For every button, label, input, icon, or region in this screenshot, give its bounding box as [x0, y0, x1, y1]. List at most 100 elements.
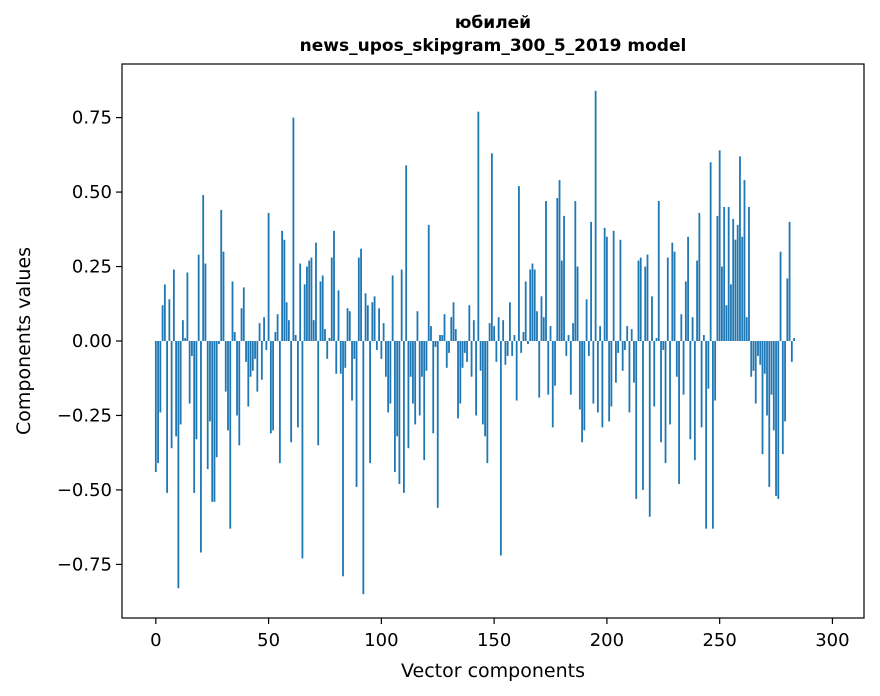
plot-frame [121, 63, 865, 619]
bar-29 [220, 209, 223, 341]
bar-78 [330, 257, 333, 341]
bar-162 [520, 341, 523, 353]
bar-210 [628, 341, 631, 413]
bar-222 [655, 338, 658, 341]
bar-183 [567, 335, 570, 341]
bar-2 [159, 341, 162, 413]
bar-169 [536, 311, 538, 341]
bar-142 [475, 341, 477, 416]
bar-134 [457, 341, 459, 419]
bar-245 [707, 341, 710, 389]
bar-181 [563, 215, 565, 341]
bar-21 [202, 195, 205, 341]
bar-185 [572, 323, 574, 341]
bar-135 [459, 341, 462, 404]
bar-249 [716, 215, 719, 341]
bar-146 [484, 341, 486, 437]
bar-124 [434, 341, 437, 347]
bar-215 [639, 257, 642, 341]
bar-248 [714, 341, 717, 401]
bar-62 [294, 335, 297, 341]
bar-31 [224, 341, 227, 392]
bar-173 [545, 201, 547, 341]
bar-272 [768, 341, 771, 487]
bar-282 [790, 341, 793, 362]
bar-178 [556, 198, 559, 341]
bar-15 [188, 341, 191, 404]
x-tick-label: 200 [590, 630, 624, 651]
bar-274 [772, 341, 775, 431]
bar-22 [204, 263, 207, 341]
bar-252 [723, 206, 726, 341]
bar-234 [682, 341, 685, 395]
bar-224 [660, 341, 662, 443]
bar-233 [680, 314, 683, 341]
bar-111 [405, 165, 408, 341]
bar-179 [558, 180, 561, 341]
x-axis-label: Vector components [401, 660, 585, 682]
bar-118 [421, 341, 423, 377]
bar-149 [490, 153, 493, 341]
bar-141 [472, 320, 475, 341]
bar-241 [698, 212, 701, 341]
bar-242 [700, 341, 703, 428]
y-tick-label: 0.50 [72, 182, 112, 203]
bar-268 [759, 341, 762, 365]
y-tick-label: 0.25 [72, 257, 112, 278]
bar-8 [172, 269, 175, 341]
bar-192 [587, 341, 590, 356]
bar-255 [730, 284, 732, 341]
bar-195 [594, 90, 597, 341]
bar-246 [709, 162, 712, 341]
bar-101 [382, 323, 385, 341]
bar-79 [333, 230, 335, 341]
bar-196 [596, 341, 599, 413]
bar-208 [624, 341, 626, 350]
bar-193 [590, 221, 592, 341]
bar-243 [702, 335, 705, 341]
bar-132 [452, 302, 455, 341]
x-tick-label: 150 [477, 630, 511, 651]
bar-106 [393, 341, 396, 473]
bar-92 [362, 341, 365, 595]
bar-240 [696, 260, 698, 341]
bar-39 [242, 287, 245, 341]
bar-258 [736, 224, 739, 341]
bar-265 [752, 341, 755, 371]
bar-239 [693, 341, 696, 461]
bar-102 [384, 341, 387, 377]
bar-103 [387, 341, 390, 413]
bar-199 [603, 227, 606, 341]
bar-139 [468, 305, 471, 341]
bar-89 [355, 341, 358, 487]
bar-254 [727, 206, 730, 341]
bar-76 [326, 341, 329, 359]
bar-205 [617, 341, 620, 353]
bar-226 [664, 341, 667, 464]
y-tick-label: −0.25 [57, 405, 112, 426]
bar-198 [601, 341, 604, 428]
bar-123 [432, 341, 435, 434]
bar-86 [348, 311, 351, 341]
bar-151 [495, 341, 498, 362]
bar-244 [705, 341, 708, 529]
bar-97 [373, 296, 376, 341]
bar-56 [281, 230, 284, 341]
bar-63 [297, 341, 299, 428]
bar-122 [430, 326, 432, 341]
bar-110 [403, 341, 405, 493]
bar-174 [547, 341, 550, 395]
bar-17 [193, 341, 196, 493]
bar-77 [328, 338, 331, 341]
y-tick-label: −0.50 [57, 480, 112, 501]
bar-60 [290, 341, 293, 443]
bar-96 [371, 302, 374, 341]
bar-70 [312, 320, 315, 341]
bar-277 [779, 251, 782, 341]
bar-148 [488, 323, 491, 341]
bar-94 [366, 305, 369, 341]
bar-6 [168, 299, 171, 341]
bar-270 [763, 341, 766, 374]
bar-28 [218, 341, 220, 344]
bar-99 [378, 308, 380, 341]
